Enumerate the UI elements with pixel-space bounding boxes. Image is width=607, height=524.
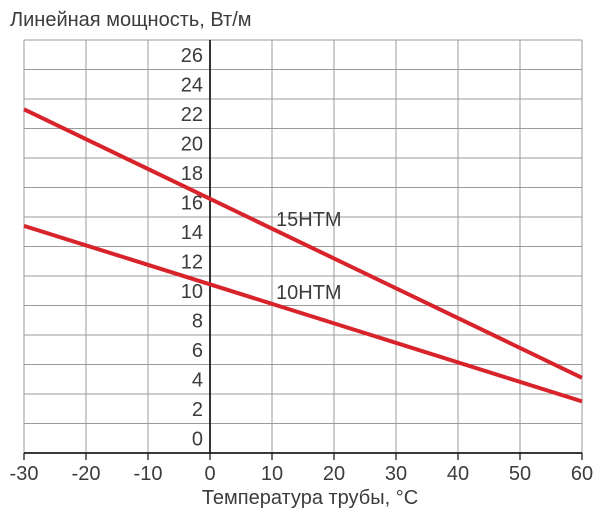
x-tick-label: 40 xyxy=(447,463,469,485)
chart-title: Линейная мощность, Вт/м xyxy=(10,9,252,31)
series-lines xyxy=(23,107,583,404)
x-tick-label: 0 xyxy=(204,463,215,485)
y-tick-label: 14 xyxy=(181,222,203,244)
x-tick-labels: -30 -20 -10 0 10 20 30 40 50 60 xyxy=(10,463,594,485)
y-tick-label: 26 xyxy=(181,45,203,67)
series-label-15НТМ: 15НТМ xyxy=(276,209,342,231)
y-tick-label: 10 xyxy=(181,281,203,303)
y-tick-label: 8 xyxy=(192,310,203,332)
y-tick-label: 4 xyxy=(192,369,203,391)
x-tick-label: 20 xyxy=(323,463,345,485)
y-tick-label: 18 xyxy=(181,163,203,185)
series-line-15НТМ xyxy=(23,107,583,380)
y-tick-label: 22 xyxy=(181,104,203,126)
x-tick-marks xyxy=(23,453,583,460)
x-axis-title: Температура трубы, °C xyxy=(201,487,419,509)
vertical-gridlines xyxy=(23,40,583,453)
y-tick-label: 6 xyxy=(192,340,203,362)
y-tick-label: 0 xyxy=(192,428,203,450)
y-tick-label: 20 xyxy=(181,133,203,155)
y-tick-label: 16 xyxy=(181,192,203,214)
series-line-10НТМ xyxy=(23,223,583,404)
x-tick-label: 50 xyxy=(509,463,531,485)
horizontal-gridlines xyxy=(24,39,582,424)
y-tick-label: 2 xyxy=(192,399,203,421)
series-labels: 15НТМ 10НТМ xyxy=(276,209,342,304)
x-tick-label: -10 xyxy=(134,463,163,485)
x-tick-label: 30 xyxy=(385,463,407,485)
y-tick-label: 12 xyxy=(181,251,203,273)
x-tick-label: -30 xyxy=(10,463,39,485)
x-tick-label: 10 xyxy=(261,463,283,485)
y-tick-label: 24 xyxy=(181,74,203,96)
series-label-10НТМ: 10НТМ xyxy=(276,282,342,304)
x-tick-label: 60 xyxy=(571,463,593,485)
x-tick-label: -20 xyxy=(72,463,101,485)
